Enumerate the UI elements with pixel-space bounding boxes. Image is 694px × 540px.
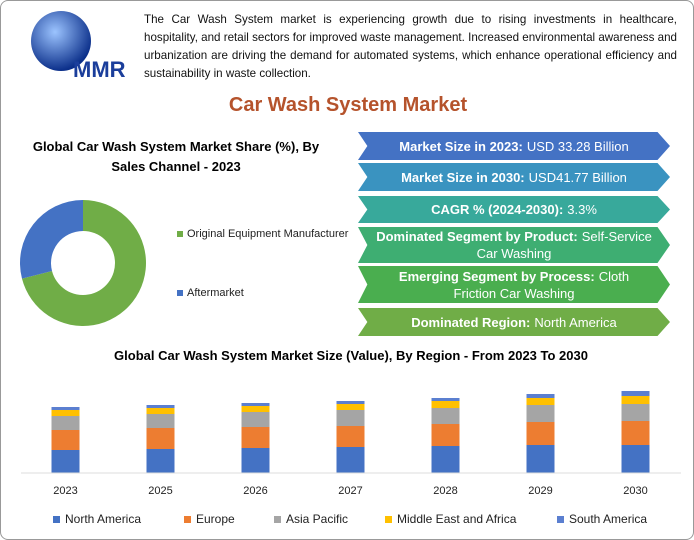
x-tick-label: 2028	[433, 485, 457, 497]
bar-segment	[146, 414, 175, 428]
bar-segment	[241, 403, 270, 406]
info-box-value: USD 33.28 Billion	[526, 138, 629, 154]
info-box: Dominated Segment by Product: Self-Servic…	[358, 227, 670, 263]
bar-segment	[51, 410, 80, 416]
legend-swatch	[557, 516, 564, 523]
legend-swatch	[53, 516, 60, 523]
bar-segment	[431, 408, 460, 424]
info-box-value: Self-Service Car Washing	[476, 229, 652, 261]
bar-segment	[51, 407, 80, 410]
description: The Car Wash System market is experienci…	[144, 13, 677, 80]
bar-segment	[526, 394, 555, 398]
bar-segment	[146, 408, 175, 414]
bar-segment	[431, 424, 460, 446]
legend-swatch	[177, 290, 183, 296]
x-tick-label: 2030	[623, 485, 647, 497]
info-box-text: CAGR % (2024-2030): 3.3%	[431, 201, 597, 218]
info-box-text: Dominated Segment by Product: Self-Servic…	[376, 228, 652, 262]
bar-segment	[241, 427, 270, 448]
legend-label: South America	[569, 512, 647, 526]
info-box-text: Emerging Segment by Process: Cloth Fricti…	[376, 268, 652, 302]
x-tick-label: 2025	[148, 485, 172, 497]
bar-segment	[621, 391, 650, 396]
bar-segment	[621, 396, 650, 404]
legend-swatch	[274, 516, 281, 523]
donut-slice	[20, 200, 83, 279]
legend-swatch	[184, 516, 191, 523]
info-box: CAGR % (2024-2030): 3.3%	[358, 196, 670, 223]
bar-segment	[51, 450, 80, 473]
x-tick-label: 2029	[528, 485, 552, 497]
info-box: Market Size in 2030: USD41.77 Billion	[358, 163, 670, 191]
legend-label: Aftermarket	[187, 287, 244, 299]
legend-label: North America	[65, 512, 141, 526]
bar-segment	[146, 449, 175, 473]
info-box-label: Emerging Segment by Process:	[398, 268, 595, 284]
info-box-text: Dominated Region: North America	[411, 314, 617, 331]
x-tick-label: 2027	[338, 485, 362, 497]
donut-title: Global Car Wash System Market Share (%),…	[32, 139, 320, 174]
donut-slice	[21, 200, 146, 327]
bar-segment	[336, 426, 365, 447]
legend-swatch	[177, 231, 183, 237]
legend-label: Europe	[196, 512, 235, 526]
legend-swatch	[385, 516, 392, 523]
info-box-value: USD41.77 Billion	[528, 169, 627, 185]
legend-label: Asia Pacific	[286, 512, 348, 526]
info-box-label: Dominated Segment by Product:	[376, 229, 578, 244]
bar-segment	[241, 448, 270, 473]
info-box-value: 3.3%	[567, 202, 597, 217]
bar-segment	[241, 406, 270, 412]
bar-segment	[526, 405, 555, 422]
info-box: Dominated Region: North America	[358, 308, 670, 336]
bar-segment	[526, 398, 555, 405]
logo-text: MMR	[73, 57, 126, 82]
bar-segment	[336, 447, 365, 473]
info-box-label: CAGR % (2024-2030):	[431, 202, 564, 217]
info-box-text: Market Size in 2023: USD 33.28 Billion	[399, 138, 628, 155]
bar-segment	[336, 410, 365, 426]
legend-label: Original Equipment Manufacturer	[187, 228, 349, 240]
logo-globe	[31, 11, 91, 71]
bar-segment	[621, 421, 650, 445]
bar-segment	[146, 405, 175, 408]
bar-segment	[526, 445, 555, 473]
bar-segment	[336, 401, 365, 404]
legend-label: Middle East and Africa	[397, 512, 517, 526]
main-title: Car Wash System Market	[228, 94, 468, 116]
info-box-label: Dominated Region:	[411, 314, 531, 330]
bar-segment	[146, 428, 175, 449]
bar-segment	[431, 401, 460, 408]
x-tick-label: 2026	[243, 485, 267, 497]
info-box-label: Market Size in 2030:	[401, 169, 525, 185]
bar-segment	[51, 430, 80, 450]
bar-segment	[621, 404, 650, 421]
info-box-value: North America	[534, 314, 617, 330]
bar-segment	[51, 416, 80, 430]
x-tick-label: 2023	[53, 485, 77, 497]
info-box-text: Market Size in 2030: USD41.77 Billion	[401, 169, 627, 186]
info-box: Market Size in 2023: USD 33.28 Billion	[358, 132, 670, 160]
info-box: Emerging Segment by Process: Cloth Fricti…	[358, 266, 670, 303]
bar-chart-title: Global Car Wash System Market Size (Valu…	[114, 348, 588, 363]
bar-segment	[431, 398, 460, 401]
bar-segment	[526, 422, 555, 445]
bar-segment	[336, 404, 365, 410]
bar-segment	[241, 412, 270, 427]
info-box-value: Cloth Friction Car Washing	[453, 268, 630, 301]
bar-segment	[431, 446, 460, 473]
info-box-label: Market Size in 2023:	[399, 138, 523, 154]
bar-segment	[621, 445, 650, 473]
